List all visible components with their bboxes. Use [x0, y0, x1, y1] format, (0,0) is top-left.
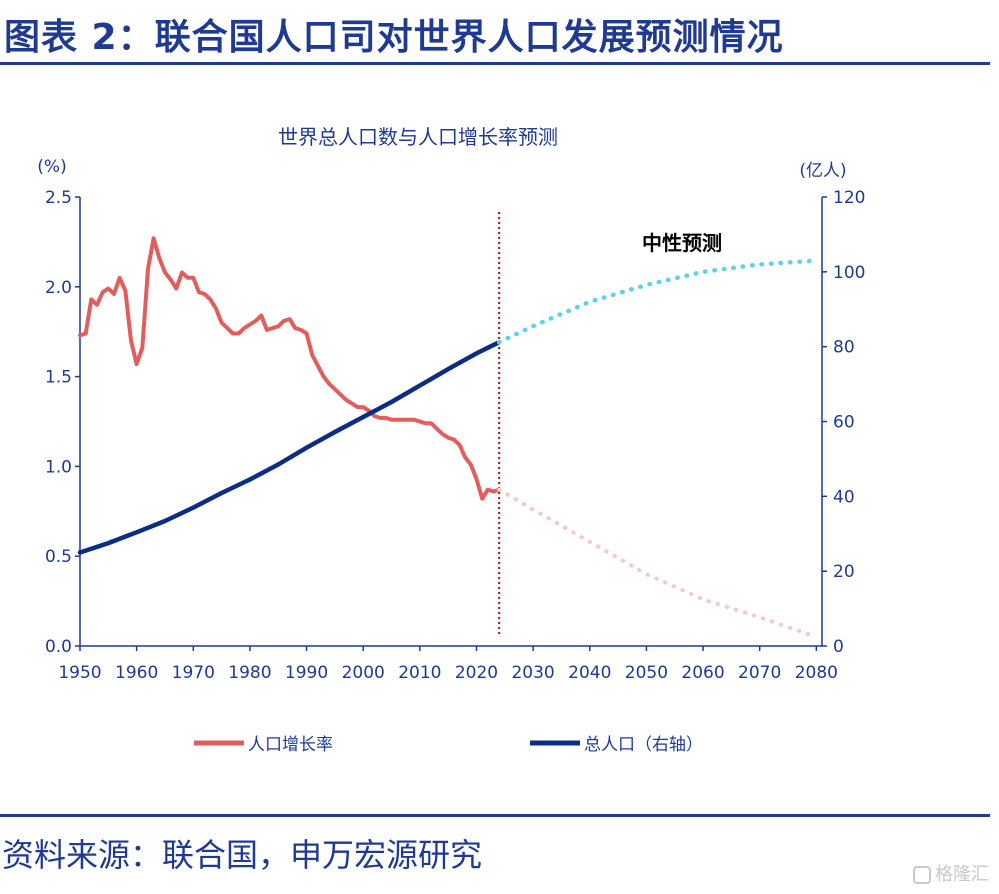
watermark: 格隆汇	[913, 860, 989, 886]
left-axis-unit: (%)	[37, 157, 66, 177]
x-tick-label: 2080	[795, 663, 838, 683]
x-tick-label: 2070	[738, 663, 781, 683]
left-tick-label: 1.0	[45, 457, 72, 477]
left-tick-label: 0.5	[45, 547, 72, 567]
chart: 世界总人口数与人口增长率预测 (%) (亿人) 中性预测 0.0 0.5 1.0 1.…	[37, 125, 865, 755]
top-rule	[0, 62, 990, 65]
x-tick-label: 2000	[342, 663, 385, 683]
right-tick-label: 0	[833, 637, 844, 657]
right-tick-label: 100	[833, 263, 865, 283]
x-tick-label: 1950	[58, 663, 101, 683]
x-tick-label: 1960	[115, 663, 158, 683]
x-tick-label: 1980	[228, 663, 271, 683]
legend-population-label: 总人口（右轴）	[584, 735, 703, 755]
left-tick-label: 2.5	[45, 188, 72, 208]
right-tick-label: 60	[833, 413, 855, 433]
right-tick-label: 40	[833, 487, 855, 507]
watermark-logo-icon	[913, 866, 931, 884]
x-tick-label: 1990	[285, 663, 328, 683]
chart-title: 世界总人口数与人口增长率预测	[278, 125, 558, 149]
population-line	[77, 339, 502, 555]
x-tick-label: 2020	[455, 663, 498, 683]
x-tick-label: 2030	[511, 663, 554, 683]
watermark-text: 格隆汇	[935, 864, 989, 885]
right-tick-label: 120	[833, 188, 865, 208]
legend-growth-label: 人口增长率	[248, 735, 333, 755]
right-axis-unit: (亿人)	[799, 161, 846, 181]
population-forecast-line	[496, 258, 819, 345]
source-note: 资料来源：联合国，申万宏源研究	[2, 836, 483, 874]
right-tick-label: 20	[833, 562, 855, 582]
forecast-annotation: 中性预测	[642, 231, 722, 255]
x-tick-label: 2010	[398, 663, 441, 683]
left-tick-label: 0.0	[45, 637, 72, 657]
bottom-rule	[0, 814, 990, 817]
x-tick-label: 2040	[568, 663, 611, 683]
figure-title: 图表 2：联合国人口司对世界人口发展预测情况	[4, 17, 784, 58]
x-tick-label: 1970	[172, 663, 215, 683]
left-tick-label: 2.0	[45, 278, 72, 298]
growth-rate-line	[78, 236, 502, 501]
growth-rate-forecast-line	[497, 487, 819, 639]
x-tick-label: 2050	[625, 663, 668, 683]
right-tick-label: 80	[833, 338, 855, 358]
x-tick-label: 2060	[681, 663, 724, 683]
left-tick-label: 1.5	[45, 368, 72, 388]
